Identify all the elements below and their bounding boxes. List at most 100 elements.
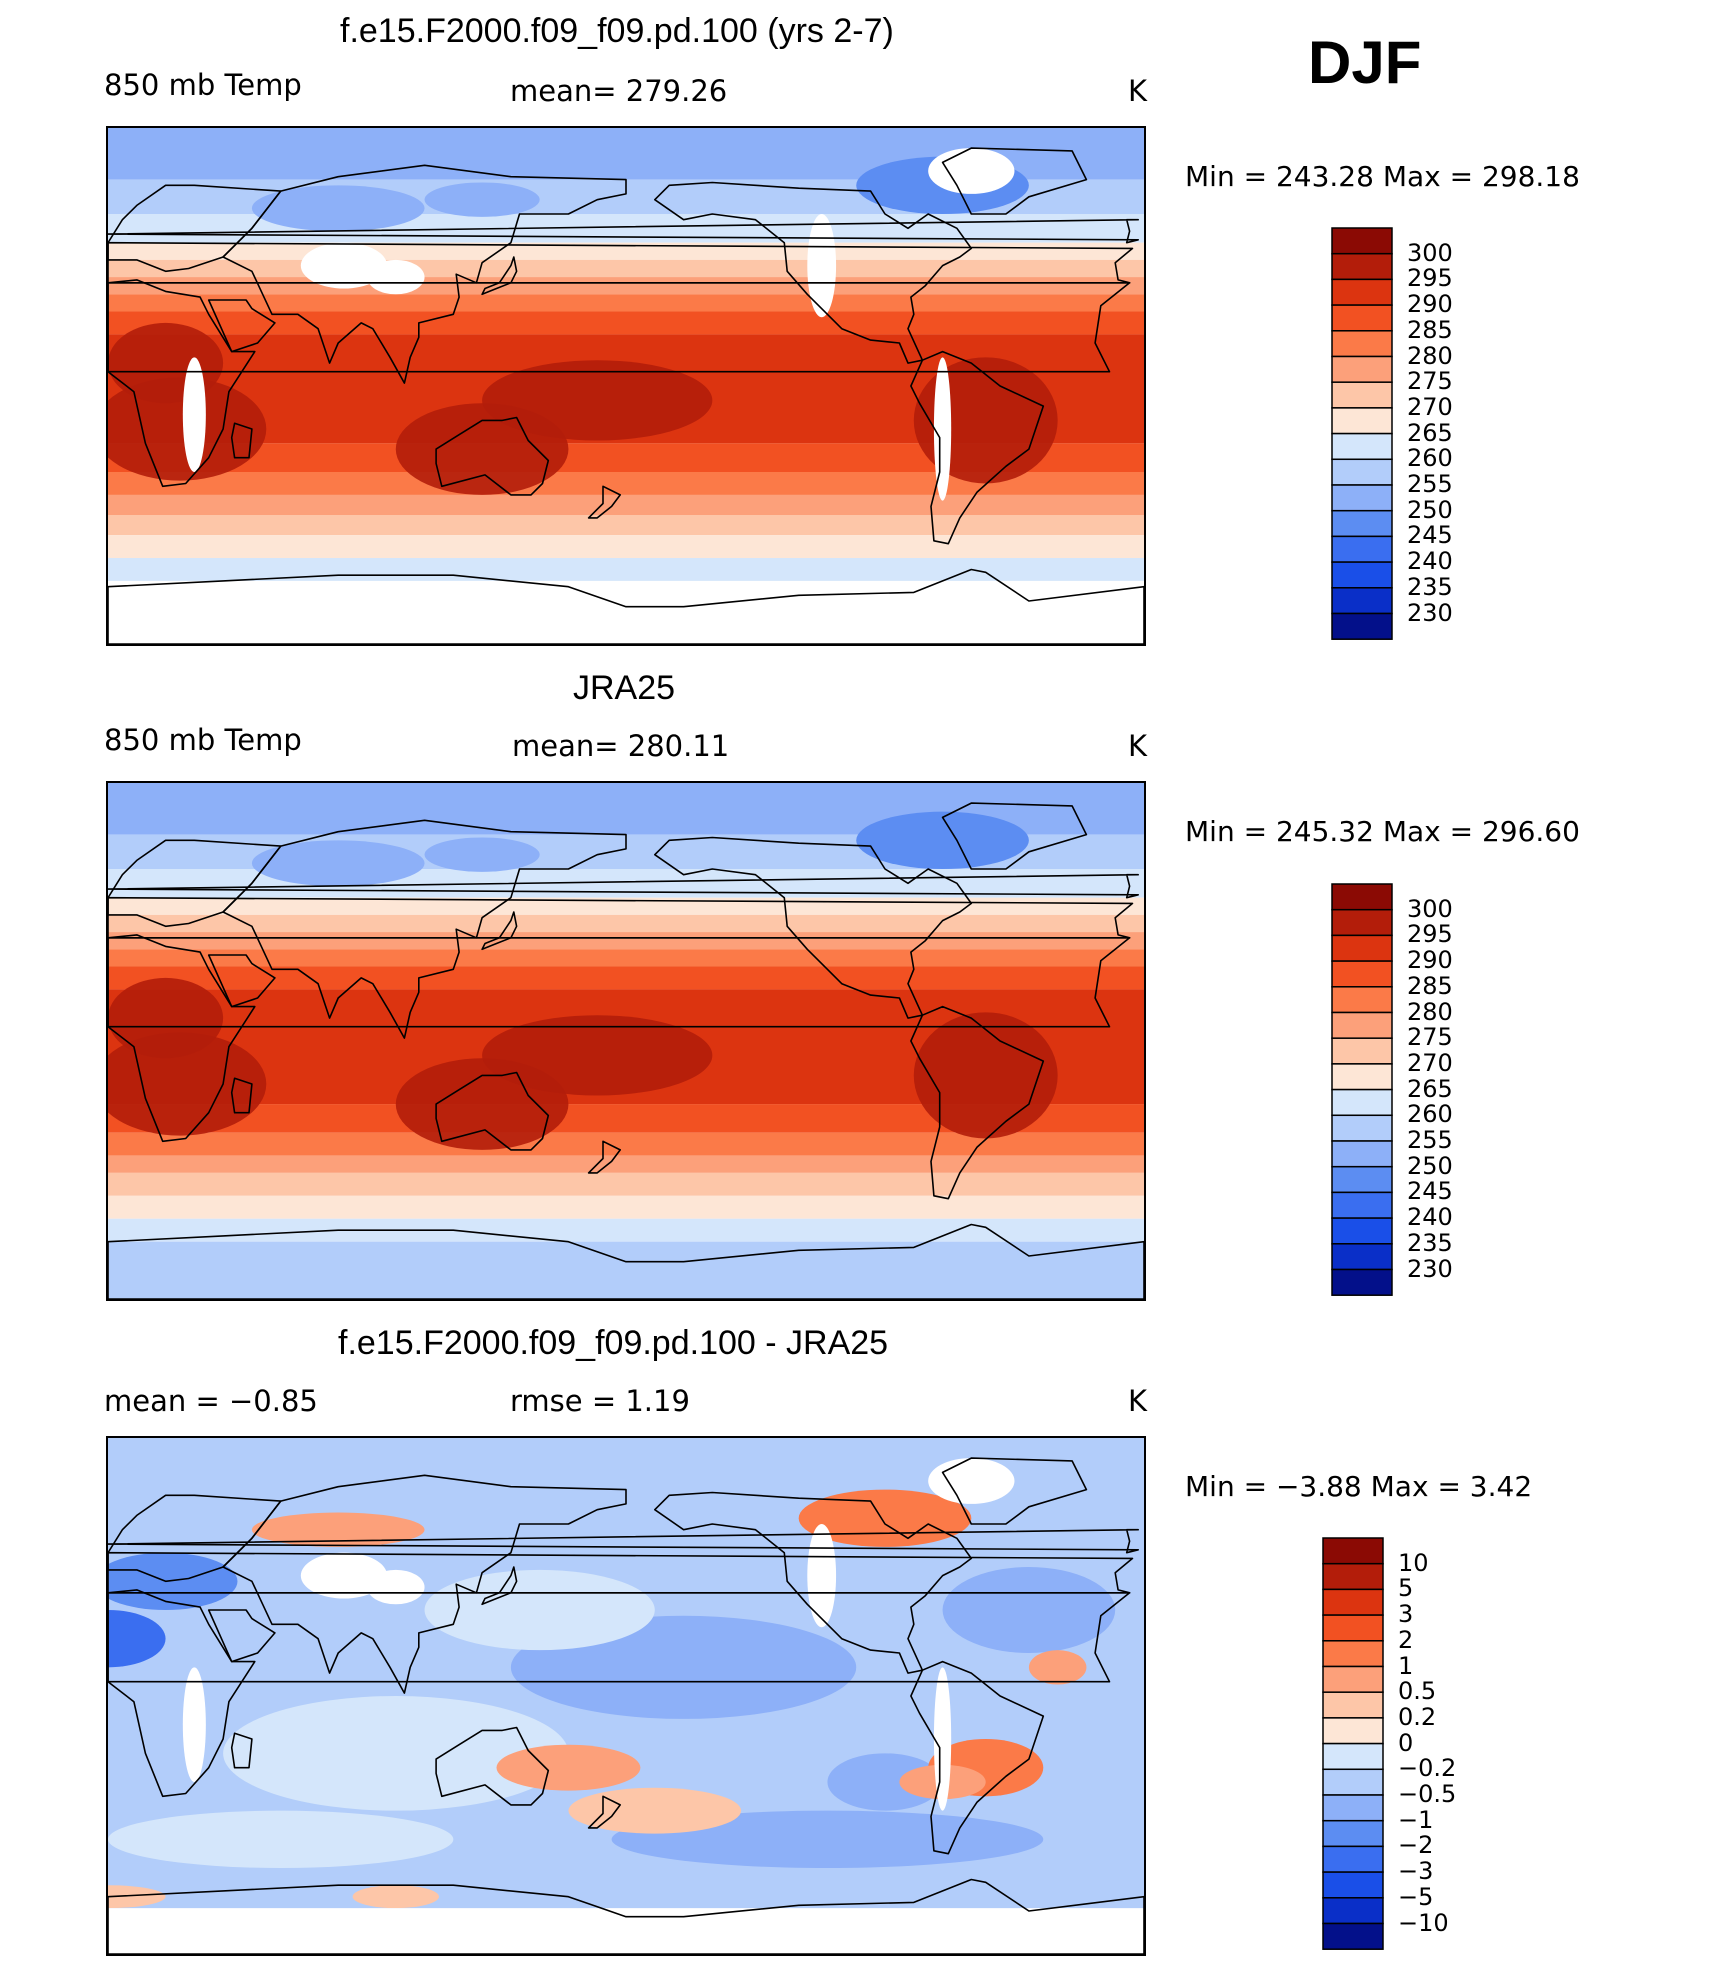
colorbar-tick-label: 290	[1407, 290, 1453, 319]
coastline-australia	[435, 1726, 550, 1806]
colorbar-swatch	[1331, 1140, 1393, 1168]
cold-region	[251, 185, 425, 232]
coastline-antarctica	[108, 568, 1144, 644]
colorbar-swatch	[1322, 1562, 1384, 1591]
colorbar-tick-label: 295	[1407, 920, 1453, 949]
colorbar-tick-label: 2	[1398, 1625, 1414, 1654]
coastline-sAmerica	[910, 1660, 1045, 1855]
masked-terrain	[928, 148, 1015, 194]
colorbar-tick-label: 1	[1398, 1651, 1414, 1680]
coastline-arabia	[207, 299, 276, 353]
coastline-westAfrica	[108, 1592, 1131, 1683]
difference-patch	[108, 1610, 166, 1668]
panel-2-range-text: Min = 245.32 Max = 296.60	[1185, 815, 1580, 848]
temperature-band	[108, 535, 1144, 558]
temperature-band	[108, 966, 1144, 990]
cold-region	[251, 840, 425, 887]
temperature-band	[108, 949, 1144, 967]
masked-terrain	[928, 1458, 1015, 1504]
coastline-iberia	[108, 241, 1134, 284]
colorbar-swatch	[1322, 1537, 1384, 1565]
colorbar-tick-label: 295	[1407, 264, 1453, 293]
difference-patch	[108, 1810, 454, 1868]
colorbar-svg	[1331, 227, 1393, 640]
colorbar-swatch	[1322, 1768, 1384, 1796]
warm-anomaly	[1028, 1650, 1087, 1685]
colorbar-swatch	[1331, 561, 1393, 589]
temperature-band	[108, 1218, 1144, 1242]
coastline-westAfrica	[108, 937, 1131, 1028]
colorbar-swatch	[1322, 1897, 1384, 1925]
colorbar-swatch	[1331, 1243, 1393, 1271]
colorbar-tick-label: 245	[1407, 521, 1453, 550]
colorbar-tick-label: 245	[1407, 1177, 1453, 1206]
colorbar-swatch	[1322, 1819, 1384, 1848]
panel-1-map	[106, 126, 1146, 646]
colorbar-swatch	[1331, 908, 1393, 937]
colorbar-tick-label: 290	[1407, 946, 1453, 975]
coastline-africa	[108, 934, 256, 1143]
temperature-band	[108, 558, 1144, 581]
colorbar-swatch	[1322, 1588, 1384, 1616]
panel-3-mean-label: mean = −0.85	[104, 1384, 318, 1418]
colorbar-swatch	[1331, 934, 1393, 962]
colorbar-tick-label: 250	[1407, 495, 1453, 524]
colorbar-swatch	[1331, 587, 1393, 615]
panel-1-variable-label: 850 mb Temp	[104, 68, 302, 102]
masked-terrain	[182, 1667, 206, 1782]
colorbar-swatch	[1322, 1665, 1384, 1693]
masked-terrain	[933, 1667, 952, 1811]
colorbar-swatch	[1322, 1614, 1384, 1642]
map-svg	[108, 783, 1144, 1299]
temperature-band	[108, 1132, 1144, 1156]
coastline-africa	[108, 279, 256, 488]
colorbar-swatch	[1331, 1268, 1393, 1296]
colorbar-tick-label: −0.2	[1398, 1754, 1457, 1783]
coastline-nAmerica	[653, 181, 973, 364]
difference-patch	[424, 1569, 655, 1651]
coastline-greenland	[941, 1457, 1088, 1525]
colorbar-swatch	[1322, 1717, 1384, 1745]
colorbar-tick-label: 255	[1407, 1126, 1453, 1154]
coastline-uk	[108, 1528, 1139, 1554]
colorbar-swatch	[1331, 960, 1393, 988]
colorbar-swatch	[1331, 883, 1393, 911]
panel-2-units-label: K	[1128, 729, 1148, 763]
warm-core	[108, 322, 224, 404]
coastline-greenland	[941, 147, 1088, 215]
coastline-japan	[481, 911, 518, 951]
colorbar-tick-label: 265	[1407, 1074, 1453, 1103]
temperature-band	[108, 294, 1144, 312]
colorbar-tick-label: 300	[1407, 894, 1453, 923]
colorbar-tick-label: 255	[1407, 470, 1453, 498]
colorbar-tick-label: −0.5	[1398, 1780, 1457, 1808]
colorbar-tick-label: −3	[1398, 1857, 1434, 1886]
colorbar-tick-label: 235	[1407, 572, 1453, 601]
coastline-nz	[587, 1795, 622, 1829]
warm-core	[482, 360, 713, 441]
temperature-band	[108, 914, 1144, 933]
colorbar-swatch	[1331, 1088, 1393, 1117]
coastline-arabia	[207, 954, 276, 1008]
warm-anomaly	[568, 1787, 742, 1834]
temperature-band	[108, 580, 1144, 644]
coastline-sAmerica	[910, 1005, 1045, 1200]
colorbar-tick-label: 0.5	[1398, 1677, 1437, 1706]
coastline-asia	[222, 164, 627, 384]
warm-core	[482, 1015, 713, 1096]
colorbar-swatch	[1331, 1165, 1393, 1194]
coastline-uk	[108, 873, 1139, 899]
colorbar-tick-label: 260	[1407, 1100, 1453, 1129]
colorbar-tick-label: 0.2	[1398, 1702, 1437, 1731]
colorbar-swatch	[1331, 381, 1393, 409]
warm-anomaly	[108, 1885, 166, 1909]
panel-2-map	[106, 781, 1146, 1301]
colorbar-tick-label: 265	[1407, 418, 1453, 447]
colorbar-swatch	[1331, 1063, 1393, 1091]
panel-3-title: f.e15.F2000.f09_f09.pd.100 - JRA25	[338, 1324, 889, 1362]
temperature-band	[108, 259, 1144, 278]
masked-terrain	[182, 357, 206, 472]
colorbar-swatch	[1331, 458, 1393, 486]
cold-region	[424, 837, 540, 872]
masked-terrain	[933, 357, 952, 501]
